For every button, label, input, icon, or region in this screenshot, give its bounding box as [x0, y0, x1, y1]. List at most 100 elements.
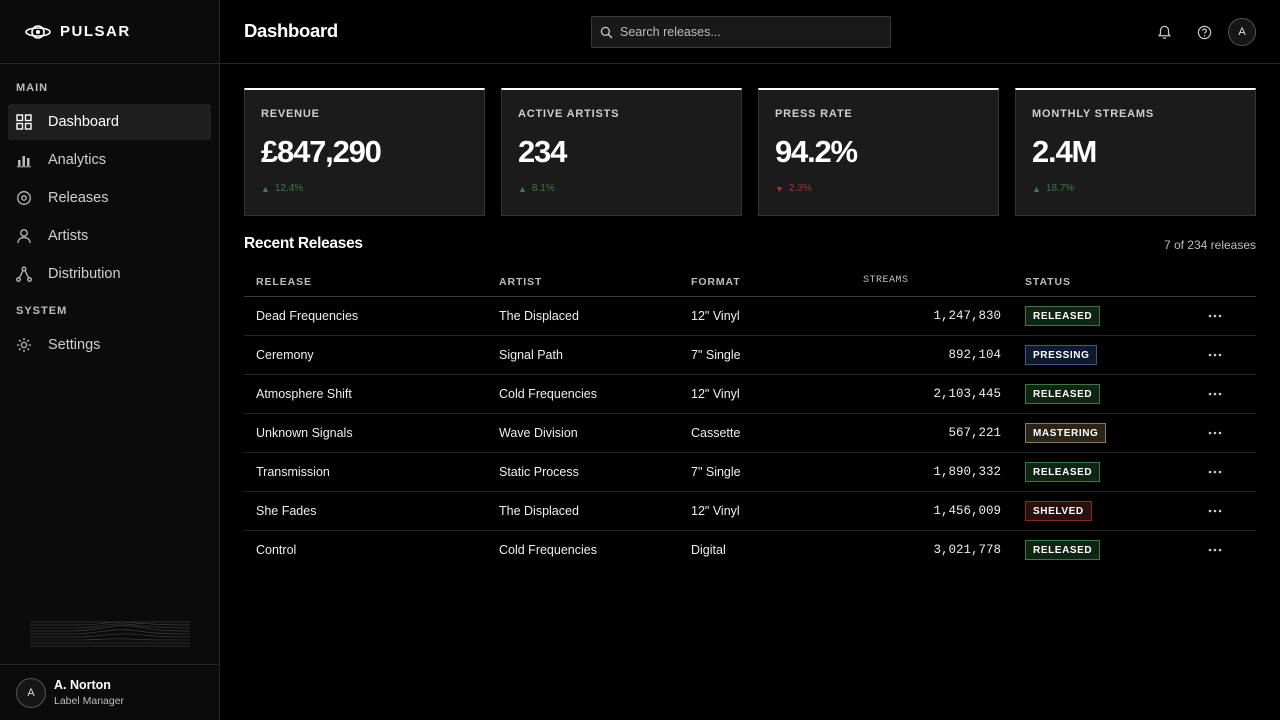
- stat-label: PRESS RATE: [775, 108, 853, 120]
- cell-streams: 567,221: [948, 426, 1001, 440]
- header: Dashboard A: [220, 0, 1280, 64]
- sidebar-item-dashboard[interactable]: Dashboard: [8, 104, 211, 140]
- cell-format: Cassette: [691, 426, 741, 440]
- header-avatar[interactable]: A: [1228, 18, 1256, 46]
- cell-release[interactable]: Control: [256, 543, 297, 557]
- sidebar-item-releases[interactable]: Releases: [8, 180, 211, 216]
- table-row[interactable]: She Fades The Displaced 12" Vinyl 1,456,009…: [244, 492, 1256, 531]
- cell-artist: Static Process: [499, 465, 579, 479]
- stat-label: REVENUE: [261, 108, 320, 120]
- column-header-format[interactable]: FORMAT: [691, 276, 741, 288]
- releases-table: RELEASE ARTIST FORMAT STREAMS STATUS Dea…: [244, 264, 1256, 570]
- arrow-up-icon: ▲: [518, 183, 527, 194]
- table-body: Dead Frequencies The Displaced 12" Vinyl 1,…: [244, 297, 1256, 570]
- cell-release[interactable]: Ceremony: [256, 348, 314, 362]
- cell-streams: 892,104: [948, 348, 1001, 362]
- stat-delta: ▲ 18.7%: [1032, 183, 1239, 194]
- cell-artist: Signal Path: [499, 348, 563, 362]
- sidebar-item-analytics[interactable]: Analytics: [8, 142, 211, 178]
- stat-delta-value: 2.3%: [788, 183, 812, 194]
- more-horizontal-icon: [1208, 314, 1222, 318]
- table-header: RELEASE ARTIST FORMAT STREAMS STATUS: [244, 264, 1256, 297]
- table-row[interactable]: Control Cold Frequencies Digital 3,021,778 R…: [244, 531, 1256, 570]
- cell-release[interactable]: Dead Frequencies: [256, 309, 359, 323]
- sidebar-item-distribution[interactable]: Distribution: [8, 256, 211, 292]
- cell-release[interactable]: Transmission: [256, 465, 330, 479]
- page-title: Dashboard: [244, 20, 338, 41]
- notifications-button[interactable]: [1154, 22, 1174, 42]
- stat-delta: ▲ 12.4%: [261, 183, 468, 194]
- sidebar-item-artists[interactable]: Artists: [8, 218, 211, 254]
- stat-delta: ▲ 8.1%: [518, 183, 725, 194]
- table-row[interactable]: Ceremony Signal Path 7" Single 892,104 PRESS…: [244, 336, 1256, 375]
- cell-streams: 1,890,332: [933, 465, 1001, 479]
- stat-delta-value: 8.1%: [531, 183, 555, 194]
- cell-release[interactable]: Unknown Signals: [256, 426, 353, 440]
- sidebar-item-label: Artists: [48, 228, 89, 244]
- row-menu-button[interactable]: [1202, 385, 1228, 403]
- stat-delta-value: 18.7%: [1045, 183, 1075, 194]
- cell-artist: Wave Division: [499, 426, 578, 440]
- status-badge: RELEASED: [1025, 462, 1101, 482]
- user-profile[interactable]: A A. Norton Label Manager: [0, 664, 219, 720]
- arrow-up-icon: ▲: [261, 183, 270, 194]
- cell-format: 12" Vinyl: [691, 504, 740, 518]
- column-header-status[interactable]: STATUS: [1025, 276, 1071, 288]
- help-button[interactable]: [1194, 22, 1214, 42]
- stat-label: ACTIVE ARTISTS: [518, 108, 620, 120]
- more-horizontal-icon: [1208, 509, 1222, 513]
- network-icon: [16, 266, 32, 282]
- cell-streams: 1,456,009: [933, 504, 1001, 518]
- sidebar-item-settings[interactable]: Settings: [8, 327, 211, 363]
- user-icon: [16, 228, 32, 244]
- brand[interactable]: PULSAR: [0, 0, 219, 64]
- table-row[interactable]: Atmosphere Shift Cold Frequencies 12" Viny…: [244, 375, 1256, 414]
- disc-icon: [16, 190, 32, 206]
- status-badge: SHELVED: [1025, 501, 1092, 521]
- gear-icon: [16, 337, 32, 353]
- arrow-down-icon: ▼: [775, 183, 784, 194]
- brand-name: PULSAR: [60, 23, 131, 40]
- stat-value: 94.2%: [775, 134, 858, 169]
- release-count: 7 of 234 releases: [1163, 238, 1256, 252]
- bell-icon: [1157, 25, 1171, 39]
- column-header-release[interactable]: RELEASE: [256, 276, 312, 288]
- table-row[interactable]: Dead Frequencies The Displaced 12" Vinyl 1,…: [244, 297, 1256, 336]
- row-menu-button[interactable]: [1202, 541, 1228, 559]
- sidebar-item-label: Analytics: [48, 152, 107, 168]
- cell-streams: 2,103,445: [933, 387, 1001, 401]
- row-menu-button[interactable]: [1202, 424, 1228, 442]
- help-icon: [1197, 25, 1211, 39]
- more-horizontal-icon: [1208, 470, 1222, 474]
- status-badge: RELEASED: [1025, 540, 1101, 560]
- stat-value: 2.4M: [1032, 134, 1097, 169]
- table-row[interactable]: Unknown Signals Wave Division Cassette 567,…: [244, 414, 1256, 453]
- sidebar: PULSAR MAIN Dashboard Analytics Releases: [0, 0, 220, 720]
- stat-card-active-artists: ACTIVE ARTISTS 234 ▲ 8.1%: [501, 88, 742, 216]
- search-icon: [600, 26, 613, 38]
- nav-section-system: SYSTEM: [16, 305, 68, 317]
- row-menu-button[interactable]: [1202, 307, 1228, 325]
- cell-format: 12" Vinyl: [691, 387, 740, 401]
- pulsar-logo-icon: [24, 22, 52, 42]
- cell-artist: The Displaced: [499, 309, 579, 323]
- column-header-streams[interactable]: STREAMS: [863, 275, 909, 286]
- row-menu-button[interactable]: [1202, 463, 1228, 481]
- search-input[interactable]: [620, 25, 870, 39]
- cell-release[interactable]: Atmosphere Shift: [256, 387, 352, 401]
- row-menu-button[interactable]: [1202, 346, 1228, 364]
- row-menu-button[interactable]: [1202, 502, 1228, 520]
- cell-release[interactable]: She Fades: [256, 504, 317, 518]
- user-name: A. Norton: [54, 678, 111, 692]
- section-title: Recent Releases: [244, 235, 363, 252]
- more-horizontal-icon: [1208, 353, 1222, 357]
- search-box[interactable]: [591, 16, 891, 48]
- stat-card-revenue: REVENUE £847,290 ▲ 12.4%: [244, 88, 485, 216]
- sidebar-item-label: Dashboard: [48, 114, 119, 130]
- status-badge: PRESSING: [1025, 345, 1098, 365]
- stat-card-press-rate: PRESS RATE 94.2% ▼ 2.3%: [758, 88, 999, 216]
- column-header-artist[interactable]: ARTIST: [499, 276, 543, 288]
- cell-format: 7" Single: [691, 465, 741, 479]
- cell-format: 12" Vinyl: [691, 309, 740, 323]
- table-row[interactable]: Transmission Static Process 7" Single 1,890…: [244, 453, 1256, 492]
